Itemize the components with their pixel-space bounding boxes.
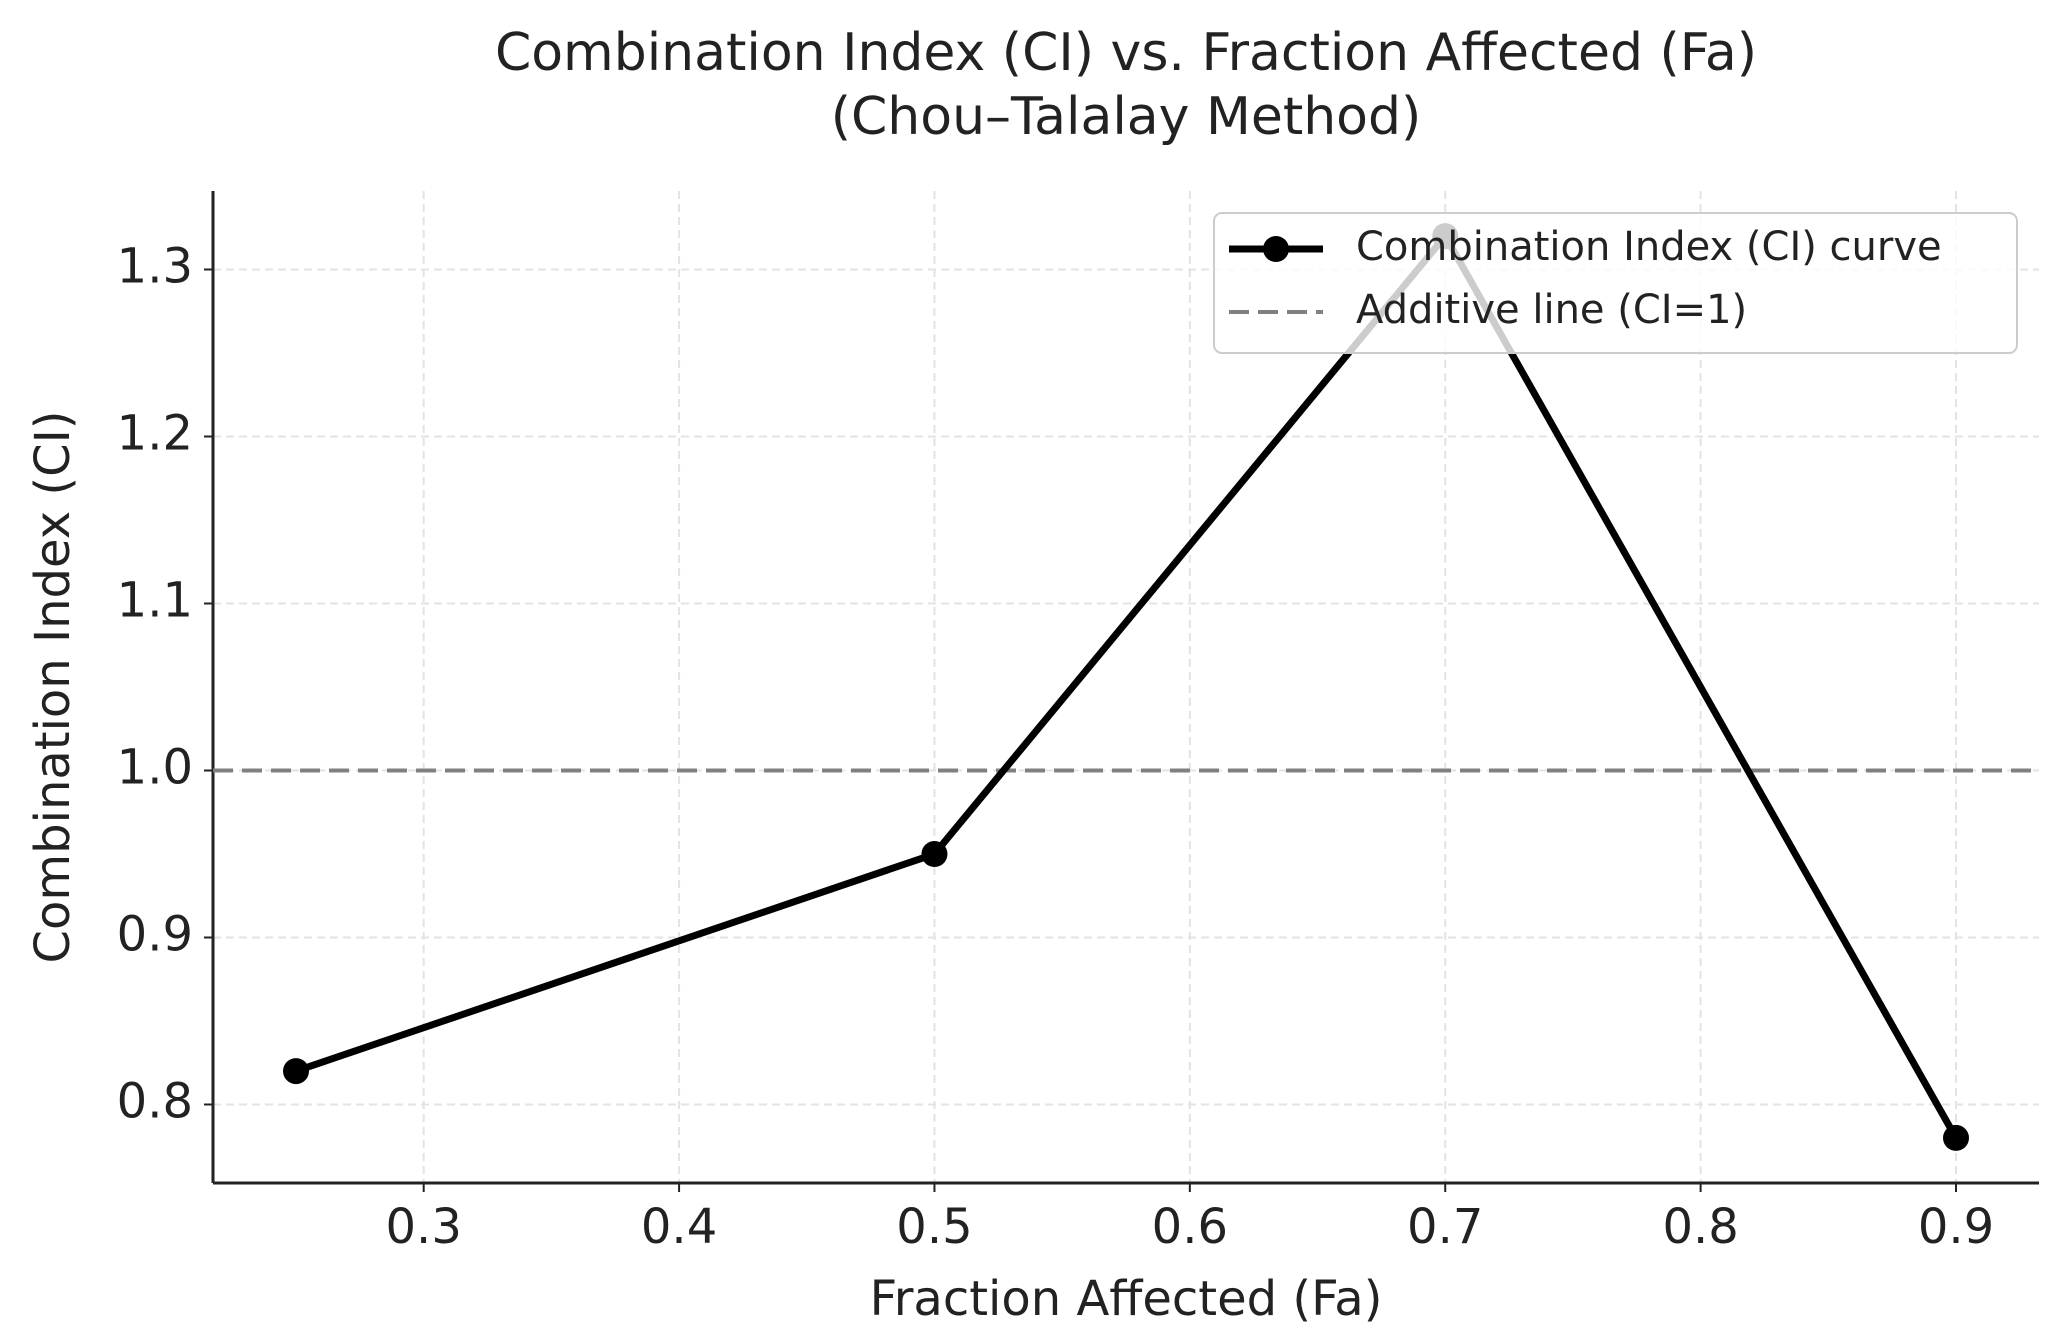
legend-marker	[1263, 236, 1289, 262]
x-tick-label: 0.8	[1662, 1199, 1738, 1255]
y-tick-label: 1.0	[117, 740, 193, 796]
legend-label: Additive line (CI=1)	[1356, 287, 1747, 333]
data-point	[283, 1058, 309, 1085]
data-point	[1943, 1124, 1969, 1151]
x-tick-label: 0.4	[641, 1199, 717, 1255]
chart-title: (Chou–Talalay Method)	[831, 87, 1422, 147]
legend-label: Combination Index (CI) curve	[1356, 224, 1942, 270]
data-point	[921, 841, 948, 868]
x-tick-label: 0.9	[1918, 1199, 1994, 1255]
x-axis-label: Fraction Affected (Fa)	[870, 1271, 1383, 1327]
x-tick-label: 0.5	[896, 1199, 972, 1255]
y-axis-label: Combination Index (CI)	[25, 410, 81, 963]
x-tick-label: 0.3	[386, 1199, 462, 1255]
chart-title: Combination Index (CI) vs. Fraction Affe…	[495, 23, 1757, 83]
y-tick-label: 1.2	[117, 405, 193, 461]
data-line	[294, 232, 1960, 1140]
y-tick-label: 0.8	[117, 1074, 193, 1130]
x-tick-label: 0.7	[1407, 1199, 1483, 1255]
y-tick-label: 1.1	[117, 572, 193, 628]
y-tick-label: 0.9	[117, 907, 193, 963]
x-tick-label: 0.6	[1152, 1199, 1228, 1255]
legend-box	[1213, 212, 2018, 354]
y-tick-label: 1.3	[117, 238, 193, 294]
